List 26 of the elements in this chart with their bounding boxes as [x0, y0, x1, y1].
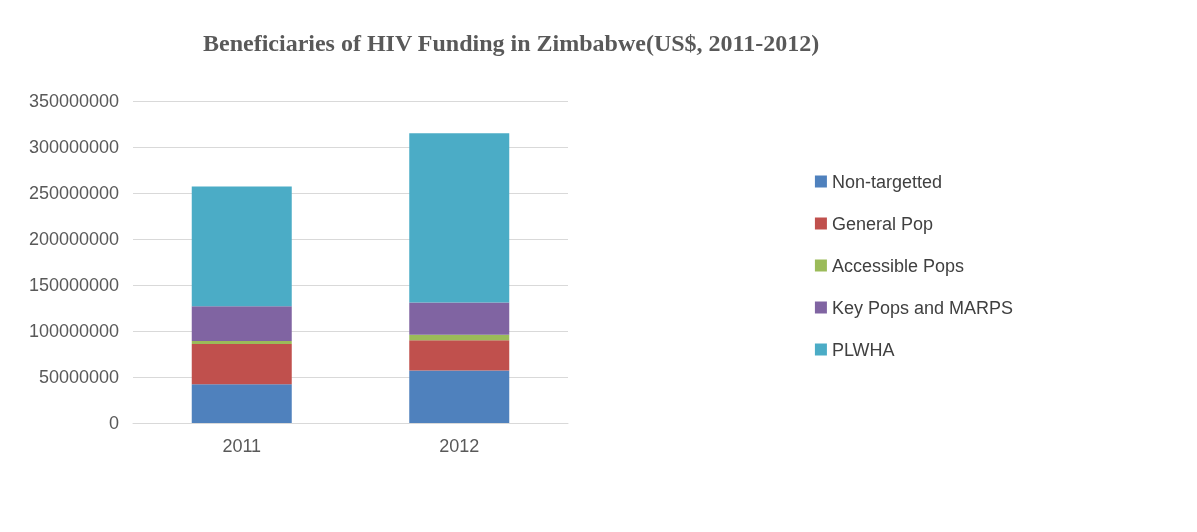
legend-label: Key Pops and MARPS: [831, 297, 1013, 318]
y-tick-label: 250000000: [28, 183, 119, 203]
y-tick-label: 150000000: [28, 275, 119, 295]
bar: [409, 340, 510, 371]
y-tick-label: 350000000: [28, 91, 119, 111]
bar: [409, 133, 510, 303]
x-tick-label: 2012: [439, 436, 480, 456]
y-tick-label: 300000000: [28, 137, 119, 157]
bar: [409, 370, 510, 423]
legend-label: Accessible Pops: [831, 255, 964, 276]
bar: [409, 302, 510, 335]
y-tick-label: 50000000: [38, 367, 119, 387]
legend-label: PLWHA: [831, 339, 895, 360]
bar: [191, 186, 292, 307]
bar: [191, 306, 292, 342]
y-tick-label: 0: [108, 413, 119, 433]
x-tick-label: 2011: [222, 436, 262, 456]
legend-label: Non-targetted: [831, 171, 942, 192]
legend-label: General Pop: [831, 213, 933, 234]
bar: [191, 384, 292, 423]
y-tick-label: 200000000: [28, 229, 119, 249]
chart-title: Beneficiaries of HIV Funding in Zimbabwe(US$, 2011-2012): [203, 30, 820, 56]
bar: [191, 343, 292, 385]
bar: [409, 334, 510, 341]
y-tick-label: 100000000: [28, 321, 119, 341]
bar: [191, 341, 292, 344]
